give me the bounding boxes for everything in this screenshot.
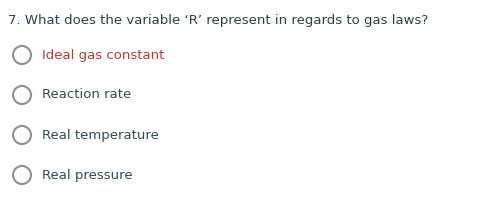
Text: 7. What does the variable ‘R’ represent in regards to gas laws?: 7. What does the variable ‘R’ represent … bbox=[8, 14, 428, 27]
Text: Ideal gas constant: Ideal gas constant bbox=[42, 48, 164, 62]
Text: Real temperature: Real temperature bbox=[42, 128, 159, 141]
Text: Reaction rate: Reaction rate bbox=[42, 88, 131, 101]
Text: Real pressure: Real pressure bbox=[42, 169, 133, 182]
